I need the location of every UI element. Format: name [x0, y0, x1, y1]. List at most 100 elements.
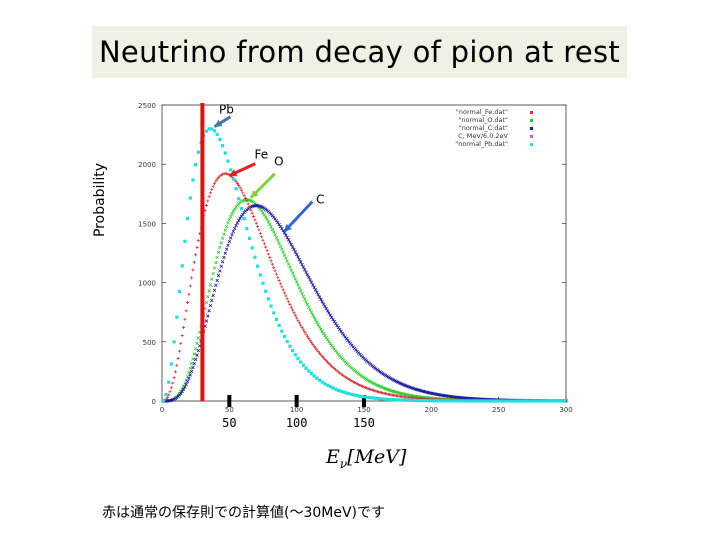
point-Pb-243 [487, 399, 491, 403]
point-Pb-51 [229, 168, 233, 172]
point-C-39 [212, 288, 217, 293]
x-tick-label-0: 0 [160, 406, 164, 414]
point-Pb-127 [331, 386, 335, 390]
point-Fe-39 [213, 182, 217, 186]
point-O-103 [299, 289, 303, 293]
point-O-98 [292, 274, 296, 278]
point-Pb-81 [269, 304, 273, 308]
point-Fe-84 [273, 269, 277, 273]
point-Pb-183 [406, 398, 411, 402]
point-C-109 [307, 275, 311, 280]
point-O-38 [211, 271, 215, 276]
point-O-83 [272, 230, 276, 234]
point-Pb-283 [541, 399, 545, 403]
point-Fe-3 [164, 397, 168, 401]
point-Fe-21 [188, 284, 192, 288]
point-Pb-173 [393, 398, 397, 402]
point-Fe-111 [309, 340, 313, 344]
big-tick-2 [362, 395, 366, 407]
point-O-50 [227, 217, 232, 222]
point-C-98 [292, 247, 296, 252]
y-tick-label-0: 0 [152, 398, 156, 406]
point-C-43 [218, 269, 222, 273]
arrowhead-Fe [229, 169, 238, 177]
x-tick-label-3: 150 [357, 406, 370, 414]
point-Pb-295 [557, 399, 561, 403]
point-O-87 [277, 241, 281, 246]
point-Pb-231 [471, 399, 475, 403]
point-Pb-137 [344, 391, 349, 395]
point-Pb-277 [533, 399, 537, 403]
point-Pb-207 [439, 399, 443, 403]
point-Pb-177 [398, 398, 402, 402]
point-Pb-49 [226, 159, 230, 163]
point-O-22 [189, 362, 194, 366]
point-Pb-63 [245, 226, 249, 231]
point-Pb-281 [538, 399, 543, 403]
point-C-127 [331, 317, 335, 322]
point-O-20 [187, 370, 191, 375]
point-Fe-62 [243, 196, 247, 200]
point-Pb-251 [498, 399, 502, 403]
chart: 0 500 1000 1500 2000 2500 0 50 100 150 200 250 300 50… [138, 102, 573, 430]
x-axis-label: Eν[MeV] [326, 446, 406, 471]
point-C-113 [312, 285, 316, 290]
point-C-20 [187, 376, 191, 381]
point-O-95 [288, 265, 292, 269]
point-C-53 [231, 229, 236, 234]
point-Fe-117 [318, 351, 322, 355]
point-C-15 [180, 389, 184, 394]
point-Fe-91 [283, 291, 287, 295]
point-Fe-14 [179, 341, 183, 345]
point-C-21 [188, 373, 192, 377]
point-Pb-203 [433, 399, 437, 403]
point-Pb-139 [347, 392, 351, 396]
point-O-120 [321, 331, 326, 336]
point-Pb-289 [549, 399, 553, 403]
point-C-126 [329, 315, 334, 320]
point-Fe-81 [269, 259, 273, 263]
point-O-119 [320, 329, 324, 334]
point-C-46 [222, 255, 226, 260]
point-Pb-17 [183, 239, 187, 243]
point-Fe-56 [235, 181, 239, 185]
point-Fe-77 [264, 245, 268, 249]
point-Fe-103 [299, 323, 303, 327]
point-C-105 [301, 265, 306, 269]
point-Pb-105 [301, 363, 305, 367]
point-O-91 [282, 253, 287, 257]
point-O-76 [262, 213, 267, 217]
point-Pb-257 [506, 399, 510, 403]
point-Pb-225 [463, 399, 467, 403]
point-Pb-3 [164, 393, 168, 397]
point-C-37 [210, 298, 214, 303]
point-Pb-95 [288, 344, 292, 348]
point-C-103 [299, 260, 303, 264]
point-Fe-36 [208, 191, 212, 195]
point-C-51 [228, 236, 233, 240]
point-Fe-24 [192, 260, 196, 264]
point-C-16 [181, 387, 186, 392]
point-C-87 [277, 222, 281, 227]
point-Fe-108 [305, 334, 309, 338]
point-Fe-99 [293, 313, 297, 317]
point-C-114 [313, 288, 318, 292]
point-O-78 [265, 217, 269, 222]
point-Pb-77 [264, 289, 268, 293]
legend-label-3: C, MeV/6.0.2eV [458, 132, 508, 140]
point-Fe-94 [287, 300, 291, 304]
point-O-47 [223, 228, 227, 232]
point-Fe-118 [319, 353, 323, 357]
arrowhead-C [284, 223, 292, 232]
point-C-55 [234, 223, 238, 228]
big-tick-0 [227, 395, 232, 407]
point-Fe-26 [195, 245, 199, 249]
point-O-48 [224, 224, 229, 229]
point-C-101 [296, 255, 300, 259]
point-Pb-37 [210, 127, 214, 131]
point-Pb-219 [455, 399, 459, 403]
point-Fe-10 [173, 370, 177, 374]
point-C-123 [325, 309, 330, 313]
point-Fe-40 [214, 179, 218, 183]
point-Pb-23 [191, 178, 195, 182]
